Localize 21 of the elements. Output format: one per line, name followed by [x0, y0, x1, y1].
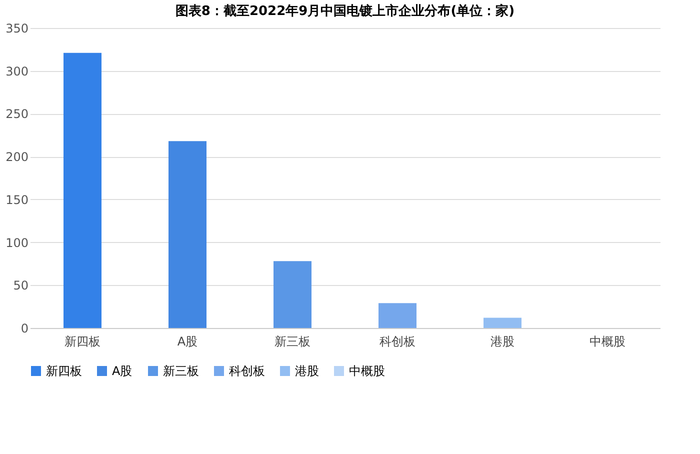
x-tick-label: 新三板 [274, 334, 310, 348]
y-tick-label: 200 [6, 150, 28, 164]
legend-label: 新三板 [163, 364, 199, 378]
y-tick-label: 0 [20, 322, 28, 336]
y-tick-label: 250 [6, 107, 28, 122]
legend-label: 中概股 [349, 364, 385, 378]
y-tick-label: 300 [6, 64, 28, 78]
legend-label: A股 [112, 364, 132, 378]
legend-label: 新四板 [46, 364, 82, 378]
y-tick-label: 150 [6, 192, 28, 207]
chart-title: 图表8：截至2022年9月中国电镀上市企业分布(单位：家) [175, 3, 515, 19]
x-tick-label: 港股 [490, 334, 514, 348]
x-tick-label: 新四板 [64, 334, 100, 348]
x-tick-label: 科创板 [380, 334, 416, 348]
x-tick-label: A股 [177, 334, 198, 348]
y-tick-label: 350 [6, 22, 28, 36]
legend-label: 港股 [295, 364, 319, 378]
y-tick-label: 50 [13, 278, 28, 293]
x-tick-label: 中概股 [590, 334, 626, 348]
legend-label: 科创板 [229, 364, 265, 378]
y-tick-label: 100 [6, 236, 28, 250]
